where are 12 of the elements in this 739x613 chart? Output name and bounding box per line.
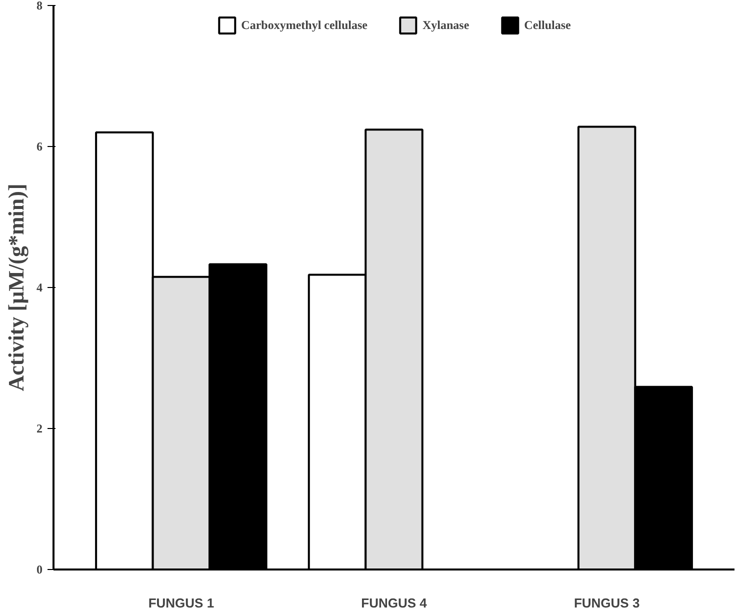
- legend-label: Cellulase: [524, 18, 571, 32]
- legend-label: Xylanase: [422, 18, 470, 32]
- x-tick-label: FUNGUS 4: [361, 596, 428, 610]
- x-tick-label: FUNGUS 3: [574, 596, 640, 610]
- legend-label: Carboxymethyl cellulase: [241, 18, 368, 32]
- y-tick-label: 0: [36, 562, 42, 576]
- y-tick-label: 2: [36, 422, 42, 436]
- y-tick-label: 8: [36, 0, 42, 12]
- y-tick-label: 6: [36, 140, 42, 154]
- x-tick-label: FUNGUS 1: [148, 596, 214, 610]
- y-axis-title: Activity [µM/(g*min)]: [4, 184, 28, 392]
- y-tick-label: 4: [36, 280, 42, 294]
